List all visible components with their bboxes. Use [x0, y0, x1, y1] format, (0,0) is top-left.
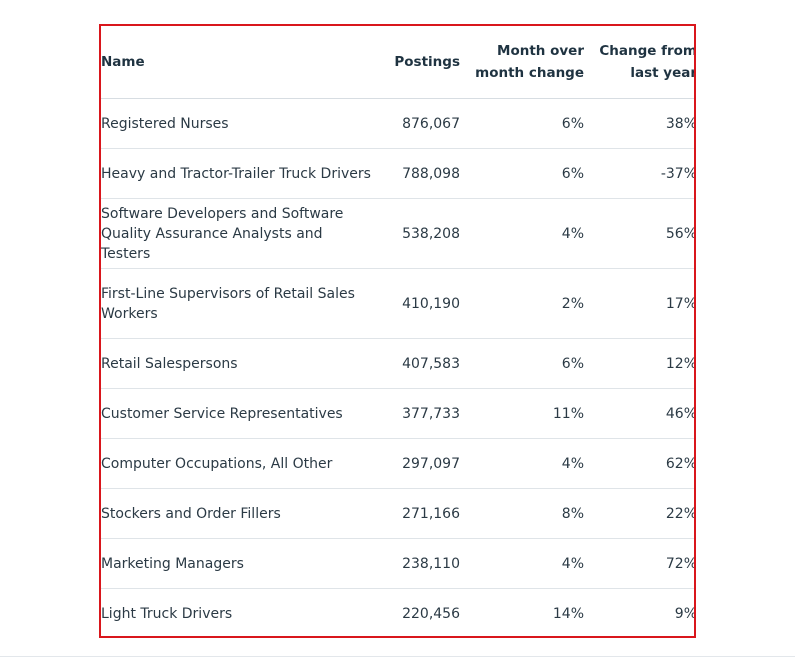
cell-postings: 220,456: [402, 605, 460, 622]
cell-year-change: 38%: [584, 98, 694, 149]
cell-year-change: 56%: [584, 198, 694, 269]
cell-occupation-name: First-Line Supervisors of Retail Sales W…: [101, 268, 381, 339]
cell-occupation-name: Retail Salespersons: [101, 338, 381, 389]
cell-year-change: 72%: [584, 538, 694, 589]
cell-occupation-name: Light Truck Drivers: [101, 605, 233, 622]
cell-month-change: 6%: [460, 98, 584, 149]
cell-postings: 271,166: [381, 488, 460, 539]
column-header-postings[interactable]: Postings: [381, 26, 460, 99]
cell-occupation-name: Computer Occupations, All Other: [101, 438, 381, 489]
page-bottom-divider: [0, 656, 795, 657]
cell-month-change: 14%: [552, 605, 584, 622]
job-postings-table: Name Postings Month over month change Ch…: [101, 26, 696, 637]
cell-month-change: 6%: [460, 148, 584, 199]
cell-postings: 377,733: [381, 388, 460, 439]
cell-month-change: 4%: [460, 198, 584, 269]
column-header-month-over-month[interactable]: Month over month change: [460, 26, 584, 99]
cell-occupation-name: Software Developers and Software Quality…: [101, 198, 381, 269]
table-row: Marketing Managers 238,110 4% 72%: [101, 538, 694, 589]
cell-postings: 538,208: [381, 198, 460, 269]
column-header-change-from-last-year[interactable]: Change from last year: [584, 26, 694, 99]
table-row: Light Truck Drivers 220,456 14% 9%: [101, 589, 696, 637]
table-row: First-Line Supervisors of Retail Sales W…: [101, 268, 694, 339]
cell-year-change: 46%: [584, 388, 694, 439]
cell-occupation-name: Stockers and Order Fillers: [101, 488, 381, 539]
table-row: Computer Occupations, All Other 297,097 …: [101, 438, 694, 489]
cell-year-change: 17%: [584, 268, 694, 339]
table-row: Software Developers and Software Quality…: [101, 198, 694, 269]
cell-month-change: 11%: [460, 388, 584, 439]
column-header-name[interactable]: Name: [101, 26, 381, 99]
cell-year-change: 22%: [584, 488, 694, 539]
cell-month-change: 8%: [460, 488, 584, 539]
cell-occupation-name: Customer Service Representatives: [101, 388, 381, 439]
cell-postings: 297,097: [381, 438, 460, 489]
table-row: Stockers and Order Fillers 271,166 8% 22…: [101, 488, 694, 539]
table-row: Customer Service Representatives 377,733…: [101, 388, 694, 439]
cell-month-change: 2%: [460, 268, 584, 339]
cell-month-change: 6%: [460, 338, 584, 389]
cell-occupation-name: Marketing Managers: [101, 538, 381, 589]
cell-occupation-name: Heavy and Tractor-Trailer Truck Drivers: [101, 148, 381, 199]
cell-month-change: 4%: [460, 538, 584, 589]
cell-occupation-name: Registered Nurses: [101, 98, 381, 149]
section-heading-clipped: [100, 0, 330, 4]
section-heading-fragment: [100, 0, 330, 4]
cell-postings: 788,098: [381, 148, 460, 199]
table-row: Registered Nurses 876,067 6% 38%: [101, 98, 694, 149]
cell-year-change: 12%: [584, 338, 694, 389]
cell-year-change: -37%: [584, 148, 694, 199]
cell-month-change: 4%: [460, 438, 584, 489]
cell-year-change: 62%: [584, 438, 694, 489]
table-row: Heavy and Tractor-Trailer Truck Drivers …: [101, 148, 694, 199]
cell-postings: 876,067: [381, 98, 460, 149]
highlighted-table-frame: Name Postings Month over month change Ch…: [99, 24, 696, 638]
cell-postings: 238,110: [381, 538, 460, 589]
cell-postings: 407,583: [381, 338, 460, 389]
table-row: Retail Salespersons 407,583 6% 12%: [101, 338, 694, 389]
cell-year-change: 9%: [674, 605, 696, 622]
table-header-row: Name Postings Month over month change Ch…: [101, 26, 694, 99]
cell-postings: 410,190: [381, 268, 460, 339]
